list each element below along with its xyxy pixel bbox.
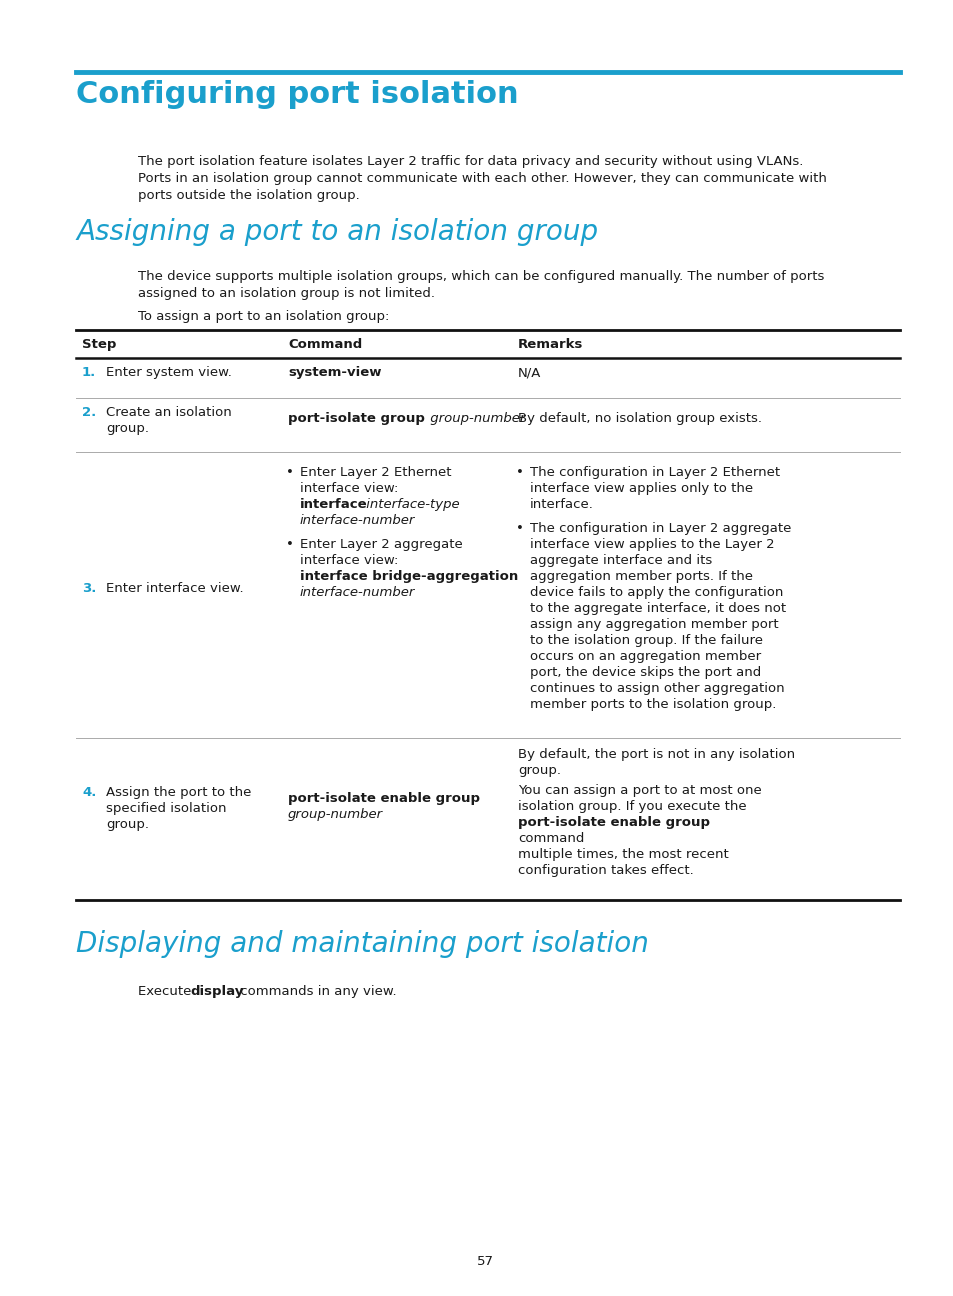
Text: By default, no isolation group exists.: By default, no isolation group exists.	[517, 412, 761, 425]
Text: Execute: Execute	[138, 985, 195, 998]
Text: system-view: system-view	[288, 365, 381, 378]
Text: Enter Layer 2 aggregate: Enter Layer 2 aggregate	[299, 538, 462, 551]
Text: member ports to the isolation group.: member ports to the isolation group.	[530, 699, 776, 712]
Text: ports outside the isolation group.: ports outside the isolation group.	[138, 189, 359, 202]
Text: interface.: interface.	[530, 498, 594, 511]
Text: configuration takes effect.: configuration takes effect.	[517, 864, 693, 877]
Text: Ports in an isolation group cannot communicate with each other. However, they ca: Ports in an isolation group cannot commu…	[138, 172, 826, 185]
Text: To assign a port to an isolation group:: To assign a port to an isolation group:	[138, 310, 389, 323]
Text: Configuring port isolation: Configuring port isolation	[76, 80, 518, 109]
Text: device fails to apply the configuration: device fails to apply the configuration	[530, 586, 782, 599]
Text: Create an isolation: Create an isolation	[106, 406, 232, 419]
Text: isolation group. If you execute the: isolation group. If you execute the	[517, 800, 746, 813]
Text: You can assign a port to at most one: You can assign a port to at most one	[517, 784, 760, 797]
Text: Displaying and maintaining port isolation: Displaying and maintaining port isolatio…	[76, 931, 648, 958]
Text: 3.: 3.	[82, 582, 96, 595]
Text: interface view applies to the Layer 2: interface view applies to the Layer 2	[530, 538, 774, 551]
Text: By default, the port is not in any isolation: By default, the port is not in any isola…	[517, 748, 794, 761]
Text: interface view applies only to the: interface view applies only to the	[530, 482, 752, 495]
Text: interface bridge-aggregation: interface bridge-aggregation	[299, 570, 517, 583]
Text: port-isolate enable group: port-isolate enable group	[288, 792, 479, 805]
Text: Enter Layer 2 Ethernet: Enter Layer 2 Ethernet	[299, 467, 451, 480]
Text: Assign the port to the: Assign the port to the	[106, 785, 251, 800]
Text: to the aggregate interface, it does not: to the aggregate interface, it does not	[530, 603, 785, 616]
Text: group.: group.	[106, 818, 149, 831]
Text: aggregate interface and its: aggregate interface and its	[530, 553, 712, 568]
Text: The configuration in Layer 2 Ethernet: The configuration in Layer 2 Ethernet	[530, 467, 780, 480]
Text: commands in any view.: commands in any view.	[235, 985, 396, 998]
Text: interface-number: interface-number	[299, 515, 415, 527]
Text: Step: Step	[82, 338, 116, 351]
Text: display: display	[190, 985, 243, 998]
Text: group.: group.	[517, 765, 560, 778]
Text: The configuration in Layer 2 aggregate: The configuration in Layer 2 aggregate	[530, 522, 791, 535]
Text: •: •	[516, 467, 523, 480]
Text: The port isolation feature isolates Layer 2 traffic for data privacy and securit: The port isolation feature isolates Laye…	[138, 156, 802, 168]
Text: continues to assign other aggregation: continues to assign other aggregation	[530, 682, 783, 695]
Text: Enter interface view.: Enter interface view.	[106, 582, 243, 595]
Text: Assigning a port to an isolation group: Assigning a port to an isolation group	[76, 218, 598, 246]
Text: •: •	[286, 538, 294, 551]
Text: 2.: 2.	[82, 406, 96, 419]
Text: 57: 57	[476, 1255, 494, 1267]
Text: •: •	[516, 522, 523, 535]
Text: Command: Command	[288, 338, 362, 351]
Text: Enter system view.: Enter system view.	[106, 365, 232, 378]
Text: interface view:: interface view:	[299, 553, 398, 568]
Text: assigned to an isolation group is not limited.: assigned to an isolation group is not li…	[138, 286, 435, 299]
Text: 4.: 4.	[82, 785, 96, 800]
Text: to the isolation group. If the failure: to the isolation group. If the failure	[530, 634, 762, 647]
Text: group-number: group-number	[426, 412, 525, 425]
Text: multiple times, the most recent: multiple times, the most recent	[517, 848, 728, 861]
Text: interface view:: interface view:	[299, 482, 398, 495]
Text: interface-number: interface-number	[299, 586, 415, 599]
Text: 1.: 1.	[82, 365, 96, 378]
Text: The device supports multiple isolation groups, which can be configured manually.: The device supports multiple isolation g…	[138, 270, 823, 283]
Text: group.: group.	[106, 422, 149, 435]
Text: group-number: group-number	[288, 807, 383, 820]
Text: assign any aggregation member port: assign any aggregation member port	[530, 618, 778, 631]
Text: port-isolate group: port-isolate group	[288, 412, 424, 425]
Text: interface: interface	[299, 498, 367, 511]
Text: N/A: N/A	[517, 365, 540, 378]
Text: specified isolation: specified isolation	[106, 802, 226, 815]
Text: port-isolate enable group: port-isolate enable group	[517, 816, 709, 829]
Text: •: •	[286, 467, 294, 480]
Text: command: command	[517, 832, 584, 845]
Text: Remarks: Remarks	[517, 338, 583, 351]
Text: port, the device skips the port and: port, the device skips the port and	[530, 666, 760, 679]
Text: occurs on an aggregation member: occurs on an aggregation member	[530, 651, 760, 664]
Text: aggregation member ports. If the: aggregation member ports. If the	[530, 570, 752, 583]
Text: interface-type: interface-type	[361, 498, 459, 511]
